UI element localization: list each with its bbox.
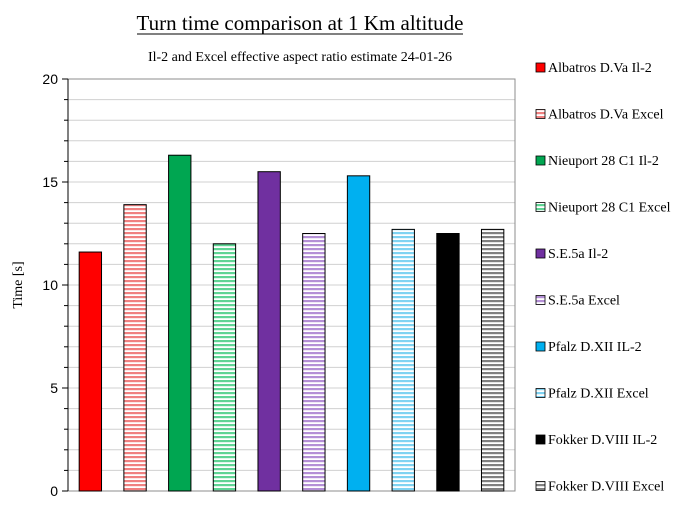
bar-3 (168, 154, 192, 492)
y-tick-label: 20 (42, 71, 58, 87)
legend-label: Pfalz D.XII IL-2 (548, 340, 642, 355)
legend: Albatros D.Va Il-2 Albatros D.Va Excel Nie… (535, 61, 671, 495)
bar-7 (346, 175, 371, 492)
y-tick-label: 5 (50, 380, 58, 396)
legend-label: Fokker D.VIII IL-2 (548, 433, 657, 448)
legend-label: Albatros D.Va Excel (548, 108, 664, 123)
bar-1 (78, 251, 103, 492)
legend-swatch (535, 62, 546, 73)
bar-8 (391, 228, 415, 492)
y-axis-label: Time [s] (11, 261, 26, 308)
legend-swatch (535, 248, 546, 259)
legend-swatch (535, 295, 546, 305)
legend-label: Nieuport 28 C1 Excel (548, 201, 671, 216)
legend-swatch (535, 202, 546, 212)
legend-swatch (535, 155, 546, 166)
y-tick-label: 0 (50, 483, 58, 499)
legend-swatch (535, 341, 546, 352)
legend-label: Albatros D.Va Il-2 (548, 61, 652, 76)
bar-6 (302, 233, 326, 492)
bar-4 (212, 243, 237, 492)
legend-label: S.E.5a Excel (548, 294, 620, 309)
y-tick-label: 10 (42, 277, 58, 293)
bar-9 (436, 233, 460, 492)
legend-swatch (535, 388, 546, 398)
bar-2 (123, 204, 147, 492)
legend-swatch (535, 109, 546, 119)
legend-swatch (535, 481, 546, 491)
y-tick-label: 15 (42, 174, 58, 190)
bar-5 (257, 171, 281, 492)
chart-subtitle: Il-2 and Excel effective aspect ratio es… (148, 50, 452, 65)
legend-swatch (535, 434, 546, 445)
legend-label: S.E.5a Il-2 (548, 247, 608, 262)
legend-label: Nieuport 28 C1 Il-2 (548, 154, 659, 169)
plot-area: 0 5 10 15 20 (42, 71, 516, 499)
bar-10 (480, 228, 505, 492)
legend-label: Pfalz D.XII Excel (548, 387, 649, 402)
legend-label: Fokker D.VIII Excel (548, 480, 664, 495)
chart-title: Turn time comparison at 1 Km altitude (136, 11, 463, 35)
